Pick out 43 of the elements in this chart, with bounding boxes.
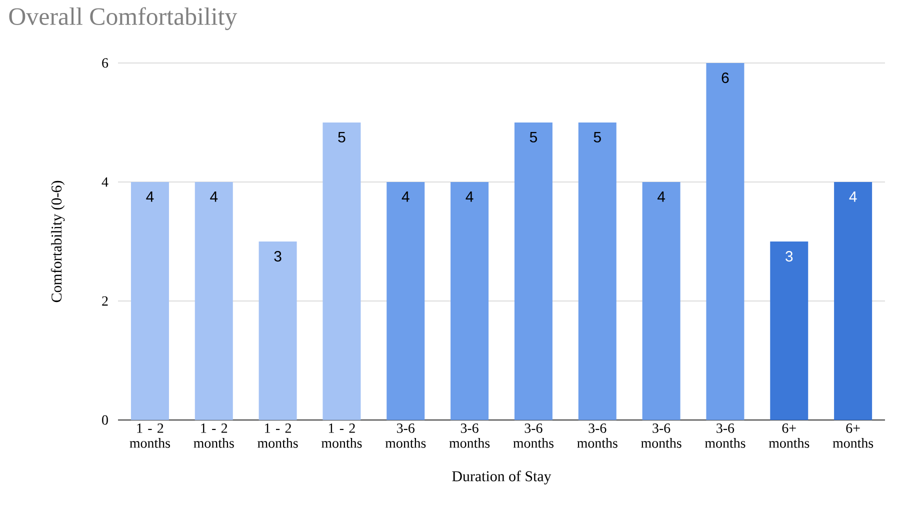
- x-tick-label: 3-6 months: [449, 424, 490, 448]
- x-tick-label: 1 - 2 months: [258, 424, 298, 448]
- data-label: 5: [530, 132, 537, 142]
- bar: [834, 182, 872, 420]
- x-tick-label: 6+ months: [768, 424, 810, 448]
- x-tick-label: 1 - 2 months: [130, 424, 170, 448]
- data-label: 4: [849, 192, 857, 202]
- x-tick-label: 3-6 months: [641, 424, 682, 448]
- data-label: 4: [146, 192, 154, 202]
- bar: [258, 241, 297, 420]
- x-tick-label: 3-6 months: [577, 424, 618, 448]
- data-label: 4: [657, 192, 666, 202]
- data-label: 5: [338, 132, 346, 142]
- bar: [386, 182, 425, 420]
- bar: [578, 122, 616, 420]
- x-tick-label: 1 - 2 months: [321, 424, 362, 448]
- data-label: 4: [466, 192, 474, 202]
- data-label: 3: [274, 251, 282, 262]
- data-label: 4: [402, 192, 410, 202]
- x-tick-label: 6+ months: [832, 424, 874, 448]
- y-tick-label: 6: [102, 58, 108, 68]
- x-tick-label: 1 - 2 months: [194, 424, 234, 448]
- bar: [322, 122, 361, 420]
- x-tick-label: 3-6 months: [704, 424, 746, 448]
- bar: [706, 62, 744, 420]
- chart-title: Overall Comfortability: [9, 7, 238, 30]
- bar: [450, 182, 489, 420]
- data-label: 3: [786, 251, 793, 262]
- data-label: 5: [594, 132, 601, 142]
- y-tick-label: 0: [102, 415, 108, 425]
- y-axis-title: Comfortability (0-6): [50, 180, 65, 302]
- bar: [770, 241, 808, 420]
- data-label: 4: [210, 192, 218, 202]
- bar: [130, 182, 169, 420]
- bar: [194, 182, 233, 420]
- y-tick-label: 4: [102, 177, 108, 187]
- data-label: 6: [722, 72, 729, 84]
- bar: [642, 182, 680, 420]
- bar: [514, 122, 552, 420]
- x-tick-label: 3-6 months: [513, 424, 554, 448]
- x-tick-label: 3-6 months: [385, 424, 426, 448]
- x-axis-title: Duration of Stay: [452, 470, 552, 484]
- y-tick-label: 2: [102, 296, 108, 306]
